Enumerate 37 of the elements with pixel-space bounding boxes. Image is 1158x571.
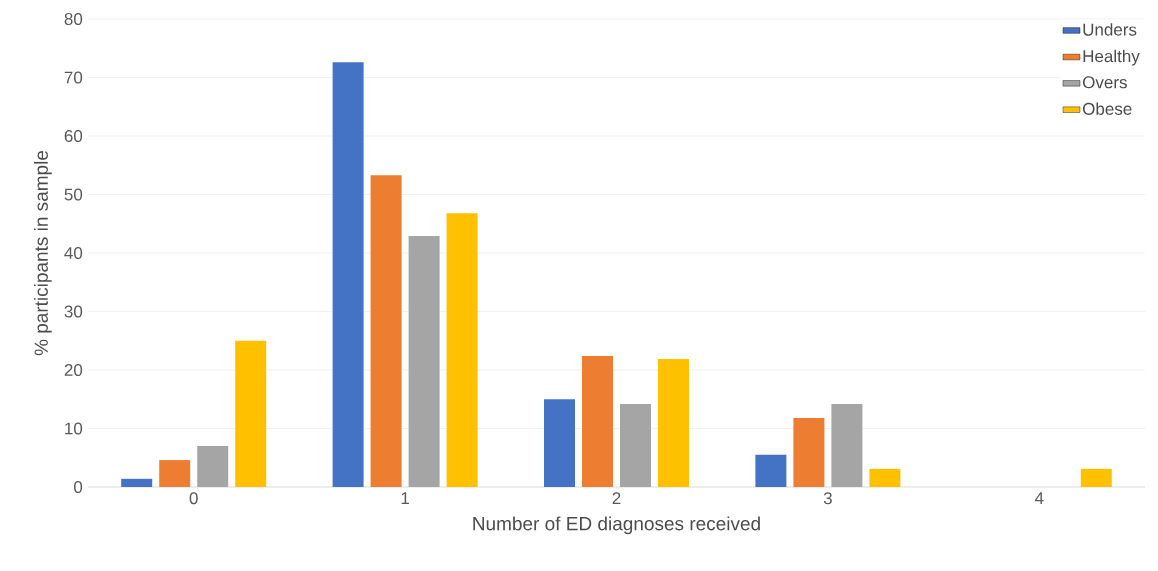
bar bbox=[235, 340, 267, 487]
x-tick-label: 0 bbox=[189, 492, 198, 505]
bar bbox=[1080, 468, 1112, 487]
y-tick-label: 80 bbox=[64, 12, 83, 26]
bar bbox=[408, 236, 440, 487]
y-tick-label: 30 bbox=[64, 305, 83, 318]
x-tick-label: 1 bbox=[401, 492, 409, 504]
legend-label: Unders bbox=[1083, 23, 1137, 36]
y-tick-label: 40 bbox=[64, 246, 83, 260]
y-tick-label: 0 bbox=[74, 480, 83, 494]
bar bbox=[544, 399, 575, 487]
y-tick-label: 10 bbox=[65, 422, 83, 435]
bar bbox=[793, 417, 825, 487]
x-tick-label: 4 bbox=[1034, 492, 1044, 504]
bar bbox=[755, 454, 787, 487]
y-tick-label: 50 bbox=[64, 188, 83, 201]
y-tick-label: 20 bbox=[64, 363, 83, 377]
bar bbox=[370, 175, 402, 487]
bar bbox=[121, 478, 153, 487]
y-axis-title: % participants in sample bbox=[33, 150, 52, 356]
bar bbox=[159, 460, 191, 487]
bar bbox=[446, 213, 478, 487]
x-tick-label: 3 bbox=[823, 492, 832, 505]
bar bbox=[658, 358, 689, 487]
y-tick-label: 70 bbox=[64, 71, 83, 84]
bar bbox=[869, 468, 901, 487]
x-tick-label: 2 bbox=[612, 492, 621, 505]
legend-label: Overs bbox=[1082, 76, 1127, 89]
x-axis-title: Number of ED diagnoses received bbox=[473, 516, 760, 535]
bar bbox=[332, 62, 364, 487]
legend-label: Obese bbox=[1082, 102, 1132, 115]
bar bbox=[197, 446, 229, 487]
y-tick-label: 60 bbox=[64, 129, 83, 143]
legend-label: Healthy bbox=[1083, 49, 1140, 66]
bar bbox=[582, 355, 613, 487]
bar bbox=[831, 403, 863, 487]
bar bbox=[620, 403, 651, 487]
